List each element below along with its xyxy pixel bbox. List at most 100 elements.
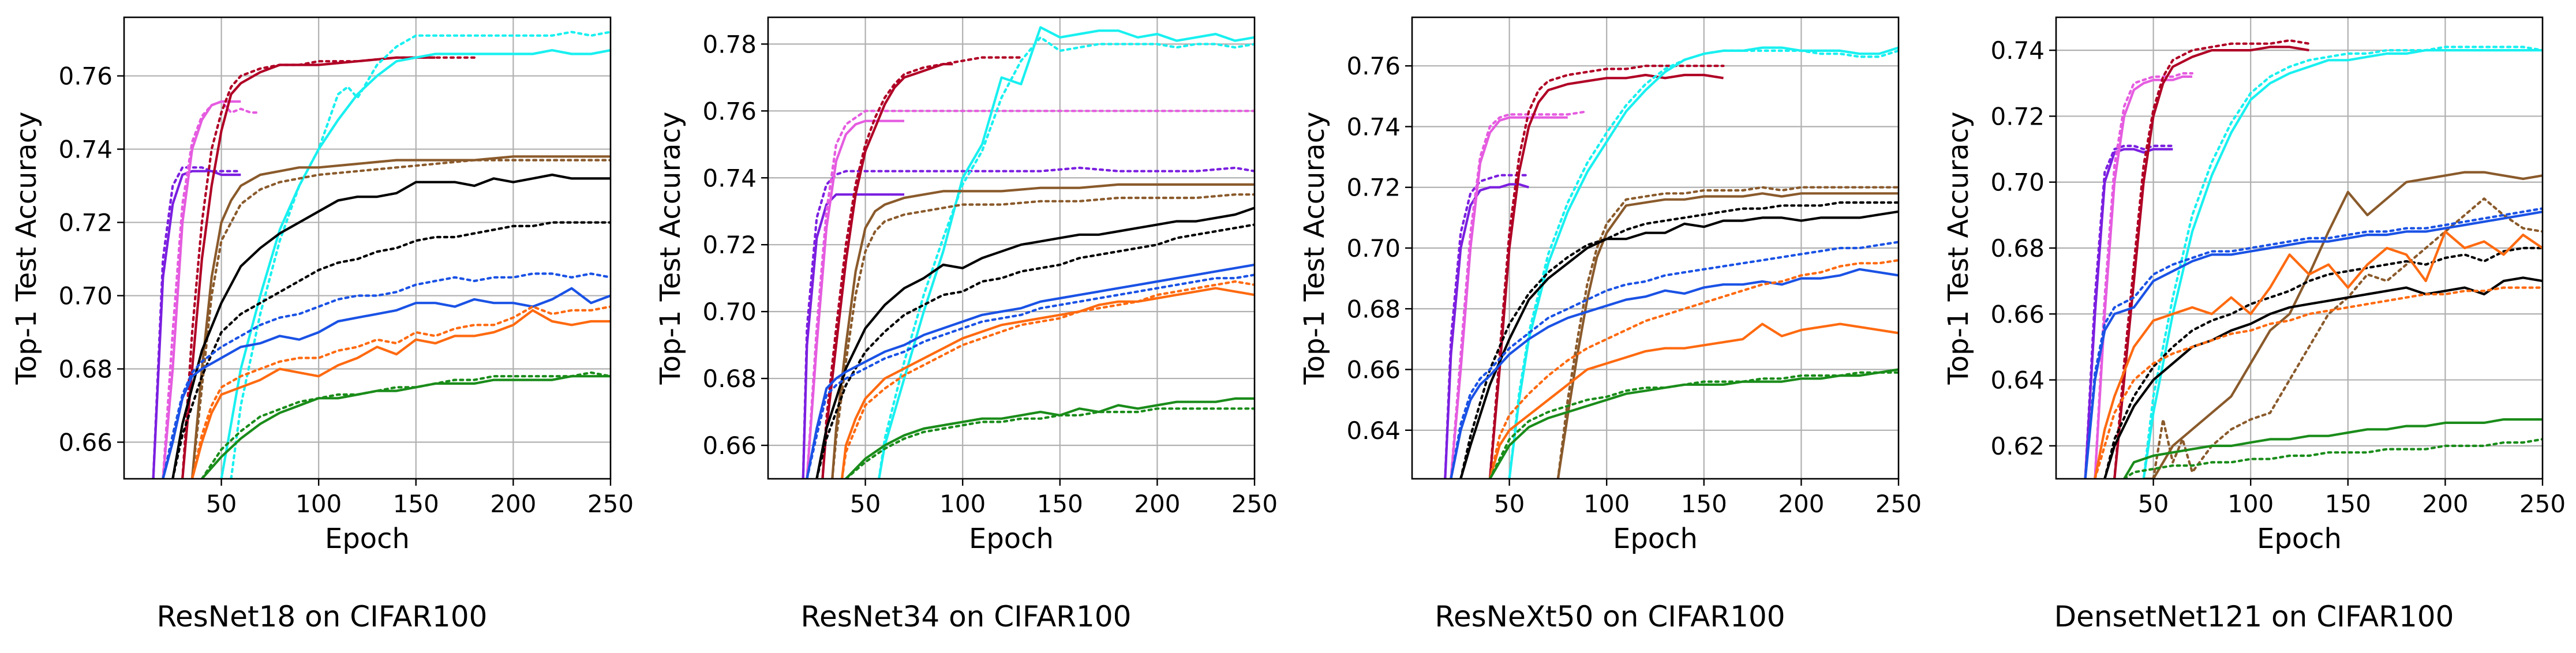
series-purple-dotted xyxy=(152,166,242,479)
y-tick-label: 0.70 xyxy=(1346,234,1401,262)
series-orange-dotted xyxy=(190,305,611,479)
x-axis-label: Epoch xyxy=(1613,523,1698,555)
x-axis-label: Epoch xyxy=(2257,523,2342,555)
y-axis-label: Top-1 Test Accuracy xyxy=(654,111,687,385)
y-tick-label: 0.74 xyxy=(702,164,757,192)
series-cyan-dotted xyxy=(2142,46,2543,479)
caption-resnet18: ResNet18 on CIFAR100 xyxy=(156,600,488,633)
x-tick-label: 50 xyxy=(1494,490,1525,518)
y-tick-label: 0.66 xyxy=(702,431,757,460)
series-violet-solid xyxy=(1450,116,1568,479)
y-tick-label: 0.64 xyxy=(1990,366,2045,395)
series-cyan-solid xyxy=(878,26,1255,479)
series-group xyxy=(1444,46,1899,479)
series-crimson-dotted xyxy=(821,56,1023,479)
series-cyan-solid xyxy=(2142,48,2543,479)
series-green-dotted xyxy=(844,407,1255,479)
series-cyan-dotted xyxy=(878,36,1255,479)
y-tick-label: 0.68 xyxy=(1346,295,1401,323)
series-group xyxy=(152,31,611,479)
series-brown-dotted xyxy=(831,193,1255,479)
series-green-dotted xyxy=(1488,371,1899,479)
y-axis-label: Top-1 Test Accuracy xyxy=(1942,111,1975,385)
grid xyxy=(2056,17,2544,479)
x-tick-label: 150 xyxy=(1037,490,1083,518)
x-tick-label: 250 xyxy=(1231,490,1278,518)
y-tick-label: 0.76 xyxy=(58,62,113,91)
y-tick-label: 0.74 xyxy=(58,136,113,164)
x-axis-label: Epoch xyxy=(969,523,1054,555)
series-violet-solid xyxy=(162,100,241,479)
series-crimson-solid xyxy=(1488,73,1724,479)
caption-densenet121: DensetNet121 on CIFAR100 xyxy=(2054,600,2454,633)
series-black-dotted xyxy=(171,221,611,479)
y-tick-label: 0.68 xyxy=(702,365,757,393)
y-tick-label: 0.72 xyxy=(702,231,757,259)
series-purple-dotted xyxy=(2084,144,2174,479)
series-navy-dotted xyxy=(2084,207,2543,479)
x-tick-label: 200 xyxy=(2422,490,2468,518)
series-crimson-dotted xyxy=(2113,39,2311,479)
x-tick-label: 150 xyxy=(1681,490,1727,518)
series-orange-solid xyxy=(190,309,611,479)
x-axis-label: Epoch xyxy=(325,523,410,555)
grid xyxy=(1412,17,1900,479)
series-cyan-solid xyxy=(1508,46,1899,479)
y-tick-label: 0.74 xyxy=(1990,36,2045,65)
series-purple-solid xyxy=(802,193,904,479)
axes-frame xyxy=(767,16,1256,480)
series-black-solid xyxy=(815,207,1255,479)
y-tick-label: 0.68 xyxy=(58,355,113,384)
series-orange-dotted xyxy=(1488,259,1899,479)
y-tick-label: 0.70 xyxy=(702,298,757,326)
series-violet-dotted xyxy=(2094,72,2194,479)
chart-resnext50: 50 100 150 200 250 0.64 0.66 0.68 0.70 0.72 0.74 0.… xyxy=(1298,16,1922,555)
subplot-resnet18: 50 100 150 200 250 0.66 0.68 0.70 0.72 0.74 0.76 Ep… xyxy=(0,0,644,653)
series-group xyxy=(2084,39,2543,479)
series-purple-dotted xyxy=(1444,174,1530,479)
series-brown-solid xyxy=(2143,171,2543,479)
x-tick-label: 200 xyxy=(1134,490,1180,518)
y-tick-label: 0.64 xyxy=(1346,416,1401,445)
x-tick-label: 100 xyxy=(295,490,342,518)
subplot-resnext50: 50 100 150 200 250 0.64 0.66 0.68 0.70 0.72 0.74 0.… xyxy=(1288,0,1932,653)
axes-frame xyxy=(123,16,612,480)
y-tick-label: 0.72 xyxy=(1990,102,2045,130)
y-tick-label: 0.70 xyxy=(58,282,113,310)
series-brown-solid xyxy=(831,183,1255,479)
y-tick-label: 0.76 xyxy=(702,97,757,125)
series-group xyxy=(802,26,1255,479)
series-green-solid xyxy=(201,375,611,479)
x-tick-label: 150 xyxy=(393,490,439,518)
subplot-densenet121: 50 100 150 200 250 0.62 0.64 0.66 0.68 0.70 0.72 0.… xyxy=(1932,0,2576,653)
y-tick-label: 0.76 xyxy=(1346,52,1401,80)
x-tick-label: 50 xyxy=(850,490,881,518)
x-tick-label: 100 xyxy=(939,490,986,518)
series-navy-dotted xyxy=(162,272,611,479)
series-black-solid xyxy=(171,173,611,479)
series-black-dotted xyxy=(1459,201,1899,479)
series-orange-solid xyxy=(1488,322,1899,479)
x-tick-label: 200 xyxy=(1778,490,1824,518)
series-brown-solid xyxy=(190,155,611,479)
series-brown-dotted xyxy=(190,159,611,479)
series-navy-solid xyxy=(162,287,611,479)
series-violet-dotted xyxy=(1450,110,1589,479)
series-purple-solid xyxy=(152,170,241,479)
series-navy-solid xyxy=(806,263,1255,479)
x-tick-label: 250 xyxy=(587,490,634,518)
series-crimson-dotted xyxy=(181,56,476,479)
y-tick-label: 0.74 xyxy=(1346,112,1401,141)
y-tick-label: 0.62 xyxy=(1990,432,2045,460)
y-tick-label: 0.68 xyxy=(1990,234,2045,262)
x-tick-label: 150 xyxy=(2325,490,2371,518)
series-cyan-dotted xyxy=(1508,49,1899,479)
series-green-dotted xyxy=(200,371,611,479)
caption-resnet34: ResNet34 on CIFAR100 xyxy=(800,600,1132,633)
series-green-solid xyxy=(845,397,1255,479)
series-crimson-solid xyxy=(181,56,436,479)
x-tick-label: 100 xyxy=(1583,490,1630,518)
series-green-dotted xyxy=(2122,438,2543,479)
series-purple-dotted xyxy=(802,166,1255,479)
x-tick-label: 50 xyxy=(2138,490,2169,518)
